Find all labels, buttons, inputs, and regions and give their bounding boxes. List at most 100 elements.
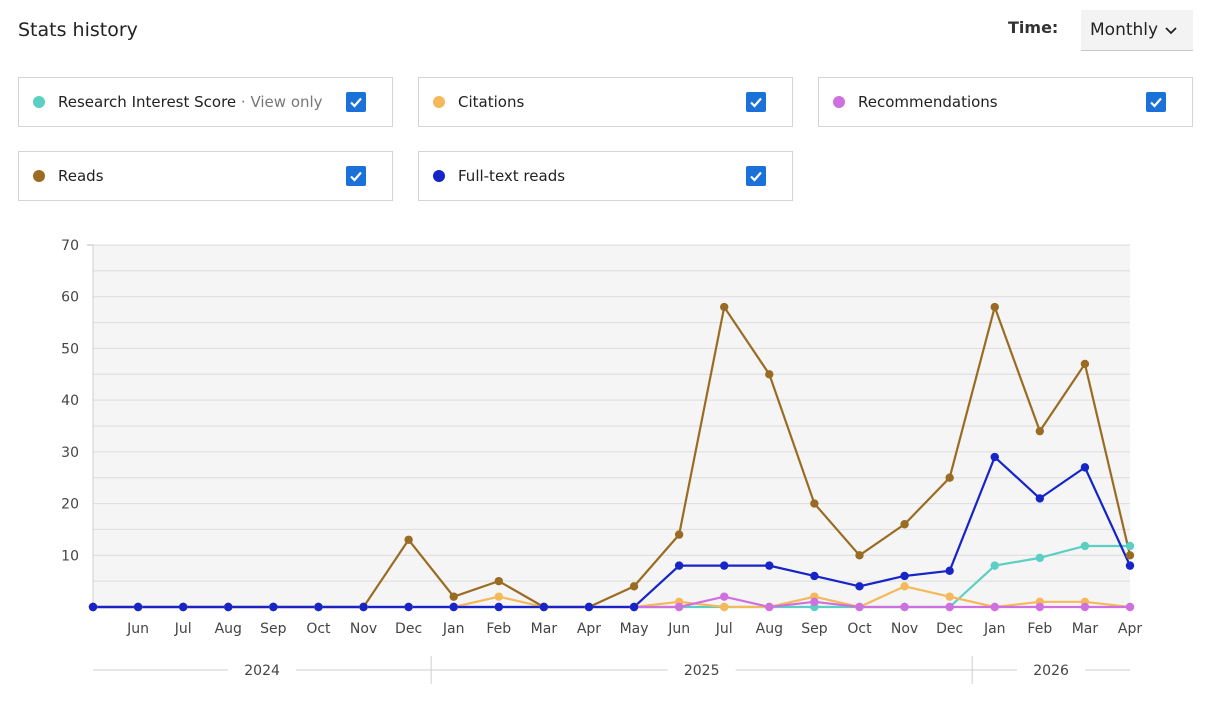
checkbox-checked[interactable] [346,166,366,186]
data-point [810,571,819,581]
data-point [945,602,954,612]
series-color-dot [833,96,845,108]
x-tick-label: Aug [756,621,783,637]
data-point [1125,602,1135,612]
x-tick-label: Dec [936,621,963,637]
x-tick-label: Aug [215,621,242,637]
data-point [584,602,594,612]
checkmark-icon [1150,97,1162,108]
data-point [1035,602,1045,612]
data-point [539,602,549,612]
data-point [720,592,729,601]
data-point [1035,494,1045,503]
y-tick-label: 50 [61,341,79,357]
data-point [810,499,819,508]
y-tick-label: 70 [61,238,79,254]
legend-card-label: Research Interest Score [58,93,237,111]
data-point [720,302,729,312]
legend-card-research-interest[interactable]: Research Interest Score · View only [18,77,393,127]
x-tick-label: Jan [442,621,465,637]
series-color-dot [433,96,445,108]
data-point [1080,602,1090,612]
data-point [674,530,684,539]
time-label: Time: [1008,18,1059,37]
data-point [1125,541,1135,551]
data-point [990,302,999,312]
data-point [133,602,143,612]
data-point [945,592,954,601]
x-tick-label: Sep [801,621,828,637]
x-tick-label: Jun [667,621,690,637]
checkbox-checked[interactable] [346,92,366,112]
checkbox-checked[interactable] [1146,92,1166,112]
legend-card-reads[interactable]: Reads [18,151,393,201]
y-tick-label: 30 [61,445,79,461]
data-point [855,602,864,612]
x-tick-label: Mar [1072,621,1099,637]
legend-card-sublabel: · View only [236,93,323,111]
x-tick-label: Jun [126,621,149,637]
data-point [900,571,909,581]
data-point [900,582,909,591]
x-tick-label: Dec [395,621,422,637]
series-line [93,455,1131,609]
data-point [359,602,368,612]
year-label: 2025 [684,663,720,679]
legend-card-full-text-reads[interactable]: Full-text reads [418,151,793,201]
x-tick-label: Jul [174,621,192,637]
data-point [855,582,864,591]
checkmark-icon [750,171,762,182]
series-color-dot [33,96,45,108]
data-point [810,597,819,607]
data-point [1080,359,1090,369]
y-tick-label: 60 [61,290,79,306]
y-tick-label: 40 [61,393,79,409]
y-tick-label: 10 [61,548,79,564]
legend-card-citations[interactable]: Citations [418,77,793,127]
data-point [945,473,954,482]
data-point [494,602,503,612]
x-tick-label: Jul [715,621,733,637]
data-point [629,602,639,612]
data-point [674,561,684,570]
x-tick-label: Oct [847,621,872,637]
legend-card-label: Full-text reads [458,167,566,185]
data-point [494,576,503,586]
checkbox-checked[interactable] [746,166,766,186]
data-point [720,602,729,612]
stats-line-chart: 10 20 30 40 50 60 70 Jun Jul Aug Sep Oct Nov Dec Jan Fe… [61,238,1142,684]
y-tick-label: 20 [61,497,79,513]
data-point [990,452,999,462]
checkmark-icon [350,171,362,182]
x-tick-label: Sep [260,621,287,637]
data-point [1035,426,1045,436]
data-point [720,561,729,570]
data-point [404,535,413,544]
x-tick-label: Jan [983,621,1006,637]
checkmark-icon [750,97,762,108]
data-point [1125,561,1135,570]
data-point [1080,463,1090,472]
checkbox-checked[interactable] [746,92,766,112]
legend-card-recommendations[interactable]: Recommendations [818,77,1193,127]
x-tick-label: Mar [531,621,558,637]
data-point [674,602,684,612]
data-point [404,602,413,612]
x-tick-label: Feb [486,621,511,637]
data-point [494,592,503,601]
data-point [855,551,864,560]
year-label: 2024 [244,663,280,679]
x-tick-label: Apr [1118,621,1142,637]
legend-card-label: Recommendations [858,93,998,111]
data-point [990,561,999,570]
data-point [1125,551,1135,560]
data-point [629,582,639,591]
time-dropdown[interactable]: Monthly [1081,10,1193,51]
x-tick-label: Nov [350,621,377,637]
data-point [900,602,909,612]
checkmark-icon [350,97,362,108]
page-title: Stats history [18,19,138,41]
data-point [314,602,323,612]
chevron-down-icon [1165,27,1177,35]
legend-card-label: Reads [58,167,104,185]
